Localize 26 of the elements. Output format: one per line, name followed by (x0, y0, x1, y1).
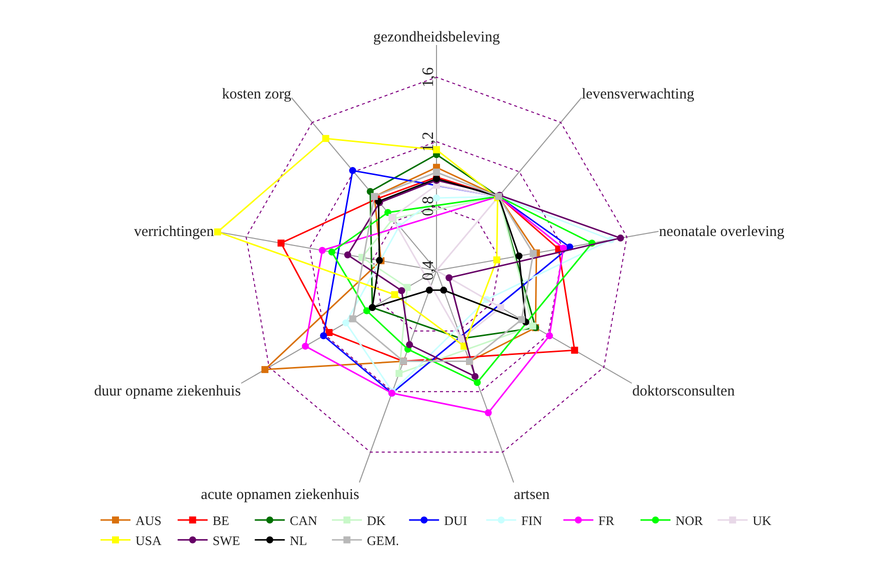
legend-label: DK (366, 513, 386, 528)
y-tick-label: 0,4 (420, 260, 437, 280)
legend-label: FIN (521, 513, 543, 528)
legend-label: AUS (136, 513, 162, 528)
spoke-label: neonatale overleving (659, 224, 785, 240)
spoke-label: kosten zorg (222, 86, 292, 102)
legend-label: DUI (444, 513, 468, 528)
spoke-label: levensverwachting (582, 86, 695, 102)
spoke-label: artsen (514, 486, 550, 503)
legend-label: FR (598, 513, 615, 528)
spoke-label: duur opname ziekenhuis (94, 384, 241, 400)
legend-label: UK (752, 513, 772, 528)
legend-label: BE (212, 513, 230, 528)
spoke-label: gezondheidsbeleving (373, 30, 500, 46)
legend-label: NL (290, 532, 308, 548)
legend-label: NOR (675, 513, 704, 528)
legend-label: CAN (290, 513, 318, 528)
y-tick-label: 1,2 (420, 132, 437, 152)
spoke-label: acute opnamen ziekenhuis (200, 486, 360, 503)
spoke-label: doktorsconsulten (632, 384, 736, 400)
spoke-label: verrichtingen (134, 224, 214, 240)
legend-label: USA (136, 532, 162, 548)
y-tick-label: 0,8 (420, 196, 437, 216)
y-tick-label: 1,6 (420, 67, 437, 88)
legend-label: GEM. (366, 532, 400, 548)
legend-label: SWE (212, 532, 240, 548)
